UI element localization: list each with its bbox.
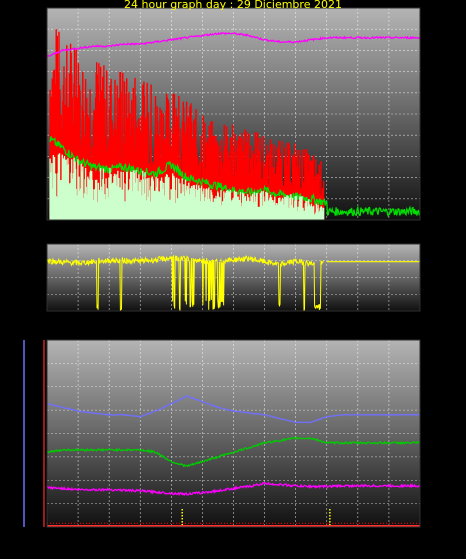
panel-bottom [23,339,421,528]
series-line-1 [46,435,421,468]
series-lightgreen-bars [49,153,325,220]
series-line-0 [46,395,421,424]
page-title: 24 hour graph day : 29 Diciembre 2021 [124,0,342,11]
panel-wind-direction [46,243,421,312]
series-line-2 [46,481,421,497]
panel-top [46,7,421,221]
panel-border [46,339,421,528]
panel-border [46,243,421,312]
panel-border [46,7,421,221]
series-magenta-line [46,31,421,58]
series-green-line [49,136,421,218]
series-wind-direction [46,255,325,312]
